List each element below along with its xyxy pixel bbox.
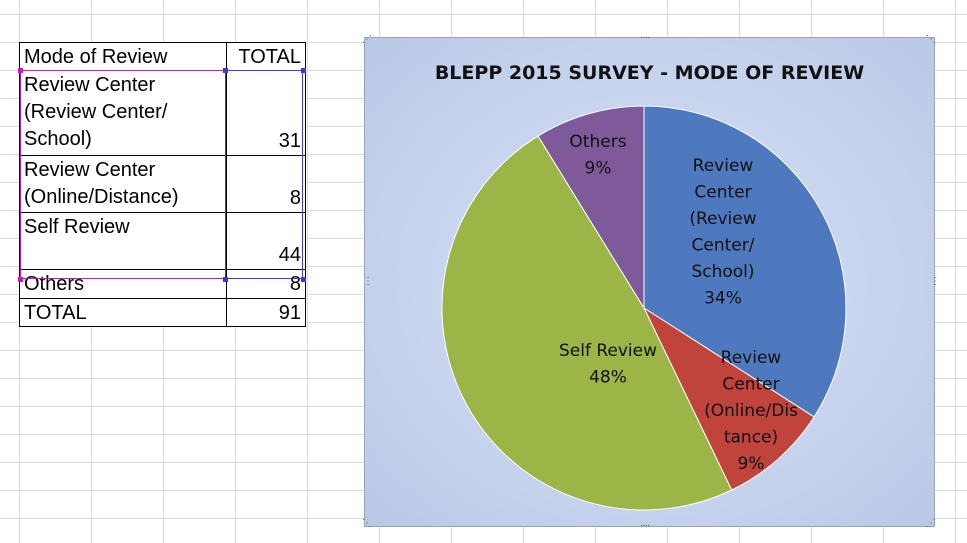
resize-handle-corner[interactable]: ⋱ <box>926 34 936 45</box>
chart-title: BLEPP 2015 SURVEY - MODE OF REVIEW <box>434 62 865 84</box>
cell-value[interactable]: 8 <box>226 156 305 212</box>
table-total-row: TOTAL 91 <box>20 299 305 326</box>
cell-value[interactable]: 8 <box>226 270 305 298</box>
cell-value-text: 31 <box>278 130 301 152</box>
resize-handle-corner[interactable]: ⋰ <box>926 518 936 529</box>
slice-label: Review Center (Online/Dis tance) 9% <box>704 348 798 474</box>
slice-name-label: Center/ <box>692 236 755 256</box>
slice-name-label: Center <box>694 183 751 203</box>
table-row: Review Center (Online/Distance) 8 <box>20 156 305 213</box>
table-row: Self Review 44 <box>20 213 305 270</box>
slice-percent-label: 48% <box>589 368 627 388</box>
selection-handle[interactable] <box>223 277 228 282</box>
resize-handle-top[interactable]: ···· <box>640 32 650 43</box>
resize-handle-right[interactable]: ⋮ <box>930 276 940 287</box>
slice-percent-label: 34% <box>704 289 742 309</box>
slice-label: Review Center (Review Center/School) 34% <box>689 156 756 309</box>
cell-label[interactable]: Others <box>20 270 219 298</box>
pie-slice[interactable] <box>537 105 645 310</box>
cell-label-line: Mode of Review <box>24 46 168 68</box>
pie-slice[interactable] <box>441 135 733 511</box>
table-header-row: Mode of Review TOTAL <box>20 43 305 71</box>
cell-label-line: Others <box>24 273 85 295</box>
slice-percent-label: 9% <box>585 159 612 179</box>
slice-name-label: (Online/Dis <box>704 401 798 421</box>
cell-label[interactable]: TOTAL <box>20 299 219 326</box>
selection-handle[interactable] <box>223 68 228 73</box>
slice-name-label: tance) <box>724 428 778 448</box>
table-row: Others 8 <box>20 270 305 299</box>
selection-handle[interactable] <box>18 68 23 73</box>
selection-handle[interactable] <box>301 277 306 282</box>
resize-handle-corner[interactable]: ⋰ <box>362 34 372 45</box>
slice-name-label: Review <box>721 348 782 368</box>
cell-label[interactable]: Review Center (Online/Distance) <box>20 156 219 212</box>
slice-percent-label: 9% <box>738 454 765 474</box>
cell-label[interactable]: Review Center (Review Center/School) <box>20 71 219 155</box>
cell-label-line: (Online/Distance) <box>24 186 179 208</box>
slice-name-label: (Review <box>689 209 756 229</box>
slice-label: Others 9% <box>569 132 626 179</box>
slice-name-label: Center <box>722 375 779 395</box>
cell-label[interactable]: Self Review <box>20 213 219 269</box>
cell-value[interactable]: 44 <box>226 213 305 269</box>
cell-value-text: TOTAL <box>238 46 301 68</box>
pie-chart[interactable]: Review Center (Review Center/School) 34%Revi… <box>365 38 934 526</box>
resize-handle-left[interactable]: ⋮ <box>363 276 373 287</box>
cell-value[interactable]: TOTAL <box>226 43 305 70</box>
selection-handle[interactable] <box>301 68 306 73</box>
slice-label: Self Review 48% <box>559 341 657 388</box>
slice-name-label: Others <box>569 132 626 152</box>
slice-name-label: Self Review <box>559 341 657 361</box>
data-table: Mode of Review TOTAL Review Center (Review … <box>19 42 306 327</box>
cell-value[interactable]: 31 <box>226 71 305 155</box>
pie-slice[interactable] <box>642 306 815 491</box>
cell-value-text: 8 <box>289 273 301 295</box>
cell-value-text: 44 <box>278 244 301 266</box>
resize-handle-corner[interactable]: ⋱ <box>362 518 372 529</box>
cell-label-line: Review Center <box>24 159 156 181</box>
cell-label-line: Self Review <box>24 216 130 238</box>
cell-label-line: Review Center <box>24 74 156 96</box>
table-row: Review Center (Review Center/School) 31 <box>20 71 305 156</box>
cell-label-line: (Review Center/ <box>24 101 168 123</box>
selection-handle[interactable] <box>18 277 23 282</box>
cell-label[interactable]: Mode of Review <box>20 43 219 70</box>
slice-name-label: School) <box>691 262 754 282</box>
cell-value-text: 8 <box>289 187 301 209</box>
resize-handle-bottom[interactable]: ···· <box>640 520 650 531</box>
pie-slice[interactable] <box>643 105 847 418</box>
cell-value-text: 91 <box>278 302 301 324</box>
slice-name-label: Review <box>693 156 754 176</box>
cell-label-line: School) <box>24 128 92 150</box>
chart-area[interactable]: BLEPP 2015 SURVEY - MODE OF REVIEW Revie… <box>364 37 935 527</box>
cell-value[interactable]: 91 <box>226 299 305 326</box>
cell-label-line: TOTAL <box>24 302 87 324</box>
